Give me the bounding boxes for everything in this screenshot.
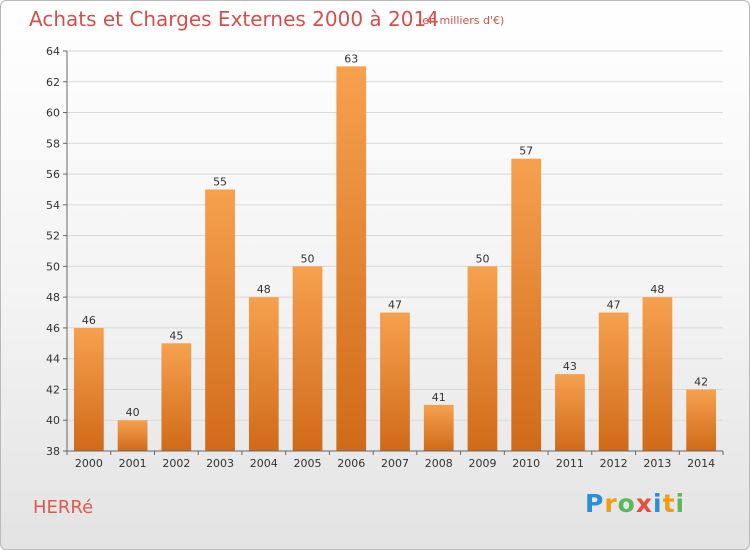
x-tick-label: 2007 <box>381 457 409 470</box>
bar <box>336 66 367 451</box>
data-label: 41 <box>432 391 446 404</box>
chart-title: Achats et Charges Externes 2000 à 2014 <box>29 7 439 31</box>
logo-letter: P <box>585 489 605 518</box>
x-tick-label: 2001 <box>119 457 147 470</box>
y-tick-label: 38 <box>46 445 60 458</box>
bars: 46 40 45 55 48 50 63 47 41 50 57 43 47 48 42 <box>73 52 717 451</box>
data-label: 40 <box>126 406 140 419</box>
x-tick-label: 2008 <box>425 457 453 470</box>
y-tick-label: 58 <box>46 137 60 150</box>
chart-subtitle: (en milliers d'€) <box>418 14 505 27</box>
data-label: 50 <box>301 252 315 265</box>
y-tick-label: 52 <box>46 230 60 243</box>
x-tick-label: 2010 <box>512 457 540 470</box>
y-tick-label: 54 <box>46 199 60 212</box>
data-label: 48 <box>650 283 664 296</box>
bar <box>248 297 279 451</box>
data-label: 42 <box>694 375 708 388</box>
bar <box>117 420 148 451</box>
logo-letter: t <box>662 489 676 518</box>
x-tick-label: 2005 <box>294 457 322 470</box>
bar <box>467 266 498 451</box>
bar <box>598 312 629 451</box>
bar <box>642 297 673 451</box>
logo-letter: o <box>617 489 636 518</box>
y-tick-label: 64 <box>46 45 60 58</box>
y-tick-label: 42 <box>46 383 60 396</box>
x-tick-label: 2013 <box>643 457 671 470</box>
data-label: 55 <box>213 175 227 188</box>
bar <box>555 374 585 451</box>
bar <box>73 327 104 451</box>
data-label: 47 <box>607 299 621 312</box>
axes: 38 40 42 44 46 48 50 52 54 56 58 60 62 64 2000 2001 2002… <box>46 45 724 470</box>
y-tick-label: 46 <box>46 322 60 335</box>
logo-letter: r <box>604 489 618 518</box>
y-tick-label: 40 <box>46 414 60 427</box>
bar <box>423 404 454 451</box>
y-tick-label: 62 <box>46 76 60 89</box>
commune-name: HERRé <box>33 497 94 518</box>
x-tick-label: 2014 <box>687 457 715 470</box>
data-label: 63 <box>344 52 358 65</box>
data-label: 43 <box>563 360 577 373</box>
data-label: 57 <box>519 145 533 158</box>
x-tick-label: 2011 <box>556 457 584 470</box>
y-tick-label: 50 <box>46 260 60 273</box>
data-label: 45 <box>169 329 183 342</box>
y-tick-label: 48 <box>46 291 60 304</box>
data-label: 50 <box>475 252 489 265</box>
logo-letter: x <box>635 489 653 518</box>
data-label: 48 <box>257 283 271 296</box>
proxiti-logo: Proxiti <box>585 489 685 518</box>
x-tick-label: 2000 <box>75 457 103 470</box>
bar <box>686 389 717 451</box>
bar <box>205 189 235 451</box>
y-tick-label: 44 <box>46 353 60 366</box>
y-tick-label: 56 <box>46 168 60 181</box>
y-tick-label: 60 <box>46 107 60 120</box>
bar <box>292 266 323 451</box>
x-tick-label: 2004 <box>250 457 278 470</box>
data-label: 47 <box>388 299 402 312</box>
x-tick-label: 2012 <box>600 457 628 470</box>
bar <box>511 158 542 451</box>
x-tick-label: 2006 <box>337 457 365 470</box>
x-tick-label: 2009 <box>468 457 496 470</box>
logo-letter: i <box>675 489 686 518</box>
x-tick-label: 2002 <box>162 457 190 470</box>
x-tick-label: 2003 <box>206 457 234 470</box>
data-label: 46 <box>82 314 96 327</box>
bar <box>161 343 192 451</box>
logo-letter: i <box>653 489 663 518</box>
bar <box>380 312 410 451</box>
